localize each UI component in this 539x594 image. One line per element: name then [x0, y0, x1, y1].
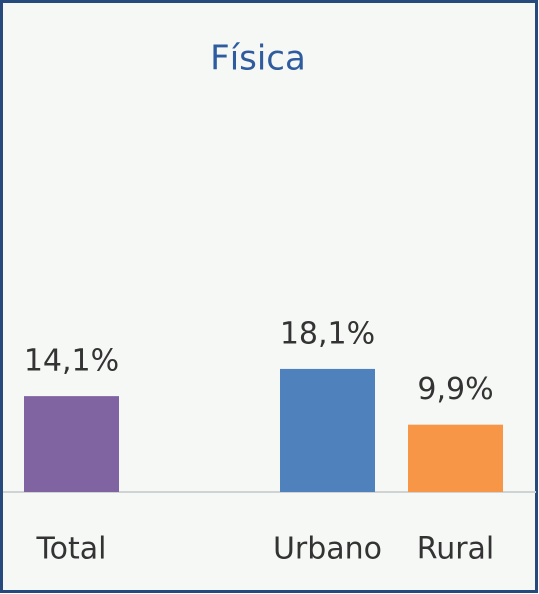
value-label: 9,9% — [417, 372, 493, 407]
bar — [280, 368, 375, 492]
x-tick-label: Urbano — [273, 532, 382, 567]
value-label: 14,1% — [24, 344, 119, 379]
bar — [24, 396, 119, 492]
x-tick-label: Rural — [417, 532, 495, 567]
x-tick-label: Total — [35, 532, 106, 567]
bar — [408, 424, 503, 492]
chart-title: Física — [210, 39, 306, 79]
value-label: 18,1% — [280, 316, 375, 351]
